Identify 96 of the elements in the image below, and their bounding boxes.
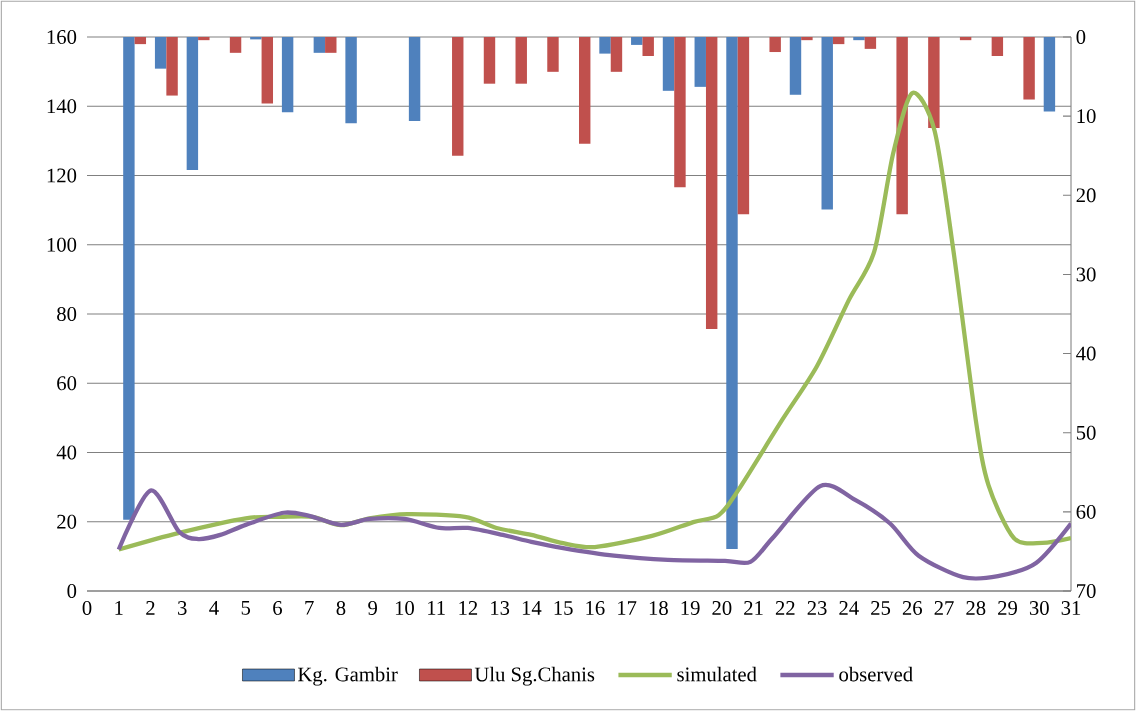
y2-tick-label: 70 [1077, 584, 1096, 598]
bar [705, 37, 718, 330]
x-tick-label: 9 [368, 601, 377, 615]
x-tick-label: 23 [807, 601, 827, 615]
bar [991, 37, 1004, 56]
y2-tick-label: 20 [1076, 188, 1096, 203]
y2-tick-label: 40 [1076, 346, 1096, 361]
x-tick-label: 24 [839, 601, 859, 615]
bar [1043, 37, 1056, 112]
x-tick-label: 1 [115, 601, 123, 615]
y-tick-label: 100 [47, 237, 77, 252]
bar [452, 37, 464, 156]
bar [737, 37, 750, 215]
bar [313, 37, 326, 53]
bar [726, 37, 738, 550]
y2-tick-label: 60 [1076, 504, 1096, 519]
x-tick-label: 18 [649, 601, 668, 615]
x-tick-label: 10 [395, 601, 414, 615]
bar [579, 37, 591, 144]
y-tick-label: 60 [57, 376, 77, 391]
bar [821, 37, 833, 210]
bar [959, 37, 972, 41]
x-tick-label: 22 [775, 601, 795, 615]
bar [281, 37, 294, 113]
x-tick-label: 4 [209, 601, 219, 615]
bar [261, 37, 274, 104]
y-tick-label: 80 [57, 307, 77, 321]
x-tick-label: 19 [681, 601, 700, 615]
x-tick-label: 29 [998, 601, 1017, 615]
y2-tick-label: 10 [1077, 109, 1096, 124]
legend-label: simulated [677, 666, 757, 682]
x-tick-label: 14 [522, 601, 542, 615]
bar [642, 37, 654, 56]
bar [515, 37, 527, 84]
bar [166, 37, 178, 96]
x-tick-label: 3 [178, 601, 187, 615]
bar [694, 37, 706, 87]
x-tick-label: 25 [871, 601, 891, 615]
bar [325, 37, 337, 53]
x-tick-label: 16 [586, 601, 605, 615]
bar [547, 37, 559, 72]
x-tick-label: 20 [712, 601, 732, 615]
bar [123, 37, 135, 520]
legend-label: Kg. Gambir [298, 666, 398, 686]
y-tick-label: 20 [57, 514, 77, 529]
y-tick-label: 160 [47, 30, 77, 44]
y-tick-label: 40 [56, 445, 77, 460]
bar [928, 37, 940, 129]
line-series [116, 90, 1071, 552]
y2-tick-label: 30 [1076, 267, 1096, 282]
bar [864, 37, 877, 49]
x-tick-label: 7 [305, 601, 314, 615]
x-tick-label: 26 [902, 601, 923, 615]
bar [345, 37, 357, 124]
x-tick-label: 13 [491, 601, 510, 615]
x-tick-label: 21 [744, 601, 763, 615]
bar [789, 37, 802, 95]
bar [674, 37, 686, 188]
bar [186, 37, 199, 170]
bar [198, 37, 210, 41]
bar [599, 37, 611, 54]
x-tick-label: 12 [459, 601, 478, 615]
x-tick-label: 0 [82, 601, 92, 615]
line-series [116, 483, 1071, 581]
x-tick-label: 2 [146, 601, 155, 615]
bar [853, 37, 865, 41]
bar [832, 37, 845, 45]
y2-tick-label: 0 [1076, 30, 1086, 44]
bar [1023, 37, 1035, 100]
x-tick-label: 28 [966, 601, 986, 615]
y-tick-label: 120 [47, 168, 77, 183]
y-tick-label: 0 [67, 584, 77, 598]
x-tick-label: 8 [336, 601, 346, 615]
bar [229, 37, 242, 53]
bar [896, 37, 908, 215]
x-tick-label: 15 [554, 601, 573, 615]
y-tick-label: 140 [47, 99, 77, 114]
bar [610, 37, 623, 72]
x-tick-label: 5 [241, 601, 251, 615]
x-tick-label: 6 [273, 601, 283, 615]
bar [769, 37, 781, 53]
x-tick-label: 17 [618, 601, 637, 615]
bar [134, 37, 147, 45]
bar [154, 37, 167, 69]
bar [408, 37, 421, 121]
bar [662, 37, 675, 91]
legend-label: observed [839, 666, 913, 682]
x-tick-label: 31 [1061, 601, 1081, 615]
bar [801, 37, 813, 41]
legend-label: Ulu Sg.Chanis [474, 666, 595, 686]
x-tick-label: 30 [1029, 601, 1049, 615]
x-tick-label: 27 [934, 601, 954, 615]
bar [483, 37, 496, 84]
bar [631, 37, 643, 45]
y2-tick-label: 50 [1076, 425, 1096, 440]
x-tick-label: 11 [428, 601, 445, 615]
